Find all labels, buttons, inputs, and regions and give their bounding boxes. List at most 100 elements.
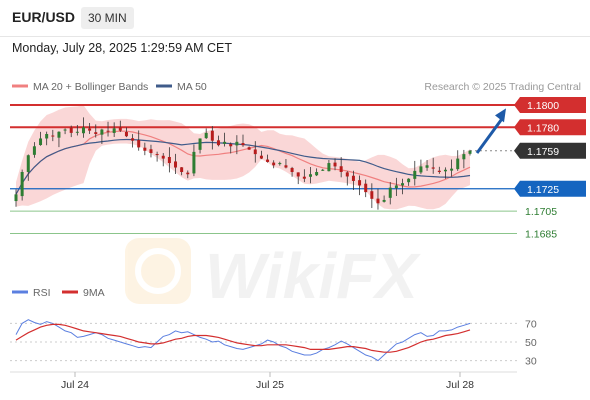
level-label-resistance: 1.1800 [527, 100, 559, 112]
level-tag-support [514, 180, 586, 197]
candle-body [419, 166, 423, 173]
rsi-tick-label: 70 [525, 318, 537, 330]
candle-body [296, 172, 300, 177]
candle [401, 178, 405, 195]
candle [296, 172, 300, 185]
candle-body [88, 128, 92, 131]
candle [198, 138, 202, 154]
candle-body [394, 185, 398, 189]
rsi-line [15, 319, 471, 362]
candle-body [376, 198, 380, 204]
level-label-current: 1.1759 [527, 146, 559, 158]
chart-header: EUR/USD 30 MIN [0, 0, 590, 36]
candle-body [382, 199, 386, 202]
candle [443, 167, 447, 179]
candle [174, 153, 178, 174]
candle-body [51, 135, 55, 137]
candle [63, 128, 67, 135]
candle-body [308, 174, 312, 177]
candle-body [223, 141, 227, 144]
candle [259, 150, 263, 160]
candle-body [278, 163, 282, 165]
candle [425, 159, 429, 171]
symbol-title: EUR/USD [12, 9, 76, 25]
rsi-tick-label: 30 [525, 356, 537, 368]
rsi-legend-label: RSI [33, 287, 51, 299]
candle [57, 131, 61, 148]
candle-body [425, 165, 429, 168]
candle [149, 144, 153, 158]
level-tag-resistance [514, 96, 586, 113]
candle-body [315, 172, 319, 176]
candle-body [167, 156, 171, 164]
candle-body [14, 194, 18, 202]
candle [308, 167, 312, 184]
candle [229, 142, 233, 154]
candle [131, 134, 135, 148]
candle-body [112, 128, 116, 133]
candle [155, 151, 159, 162]
candle-body [81, 127, 85, 134]
level-tag-resistance [514, 119, 586, 136]
candle [247, 146, 251, 150]
candle [407, 178, 411, 186]
rsi-indicator: 70 50 30 [10, 318, 537, 368]
candle-body [204, 132, 208, 139]
candle-body [100, 129, 104, 135]
header-divider [0, 36, 590, 37]
candle-body [321, 169, 325, 171]
candle [161, 153, 165, 167]
candle [112, 122, 116, 137]
candle [437, 166, 441, 174]
candle [75, 125, 79, 136]
candle-body [241, 143, 245, 146]
candle-body [180, 167, 184, 172]
candle-body [339, 166, 343, 172]
candle-body [364, 183, 368, 193]
timeframe-badge[interactable]: 30 MIN [81, 7, 134, 29]
bollinger-band-area [16, 105, 470, 210]
candle-body [26, 155, 30, 172]
rsi-ma-legend-label: 9MA [83, 287, 105, 299]
level-label-support: 1.1725 [527, 184, 559, 196]
ma20-legend-label: MA 20 + Bollinger Bands [33, 81, 148, 93]
candle-body [284, 165, 288, 168]
candle-body [155, 154, 159, 156]
candle [204, 128, 208, 139]
level-tag-current [514, 142, 586, 159]
candle-body [437, 170, 441, 172]
candle-body [57, 131, 61, 138]
candle [118, 120, 122, 133]
candle-body [143, 147, 147, 151]
level-label-resistance: 1.1780 [527, 122, 559, 134]
candle [376, 188, 380, 210]
candle [468, 149, 472, 156]
candle [272, 160, 276, 169]
candle [253, 141, 257, 163]
candle-body [124, 131, 128, 137]
candle-body [192, 151, 196, 174]
candle-body [450, 168, 454, 171]
candle [167, 147, 171, 173]
candle-body [456, 158, 460, 170]
candle [462, 149, 466, 169]
candle-body [20, 172, 24, 197]
candle [302, 169, 306, 183]
candle-body [358, 180, 362, 186]
candle [143, 142, 147, 156]
candle-body [462, 154, 466, 160]
candle-body [131, 138, 135, 141]
candle [413, 160, 417, 186]
x-tick-label: Jul 25 [256, 379, 284, 391]
candle [339, 157, 343, 178]
candle-body [443, 169, 447, 172]
candle [351, 170, 355, 191]
candle-body [247, 147, 251, 150]
candle [192, 144, 196, 177]
candle-body [407, 178, 411, 183]
projection-arrow-shaft [475, 116, 505, 154]
level-label-target: 1.1685 [525, 228, 557, 240]
candle [327, 160, 331, 172]
price-levels [10, 103, 517, 234]
candle-body [161, 155, 165, 159]
